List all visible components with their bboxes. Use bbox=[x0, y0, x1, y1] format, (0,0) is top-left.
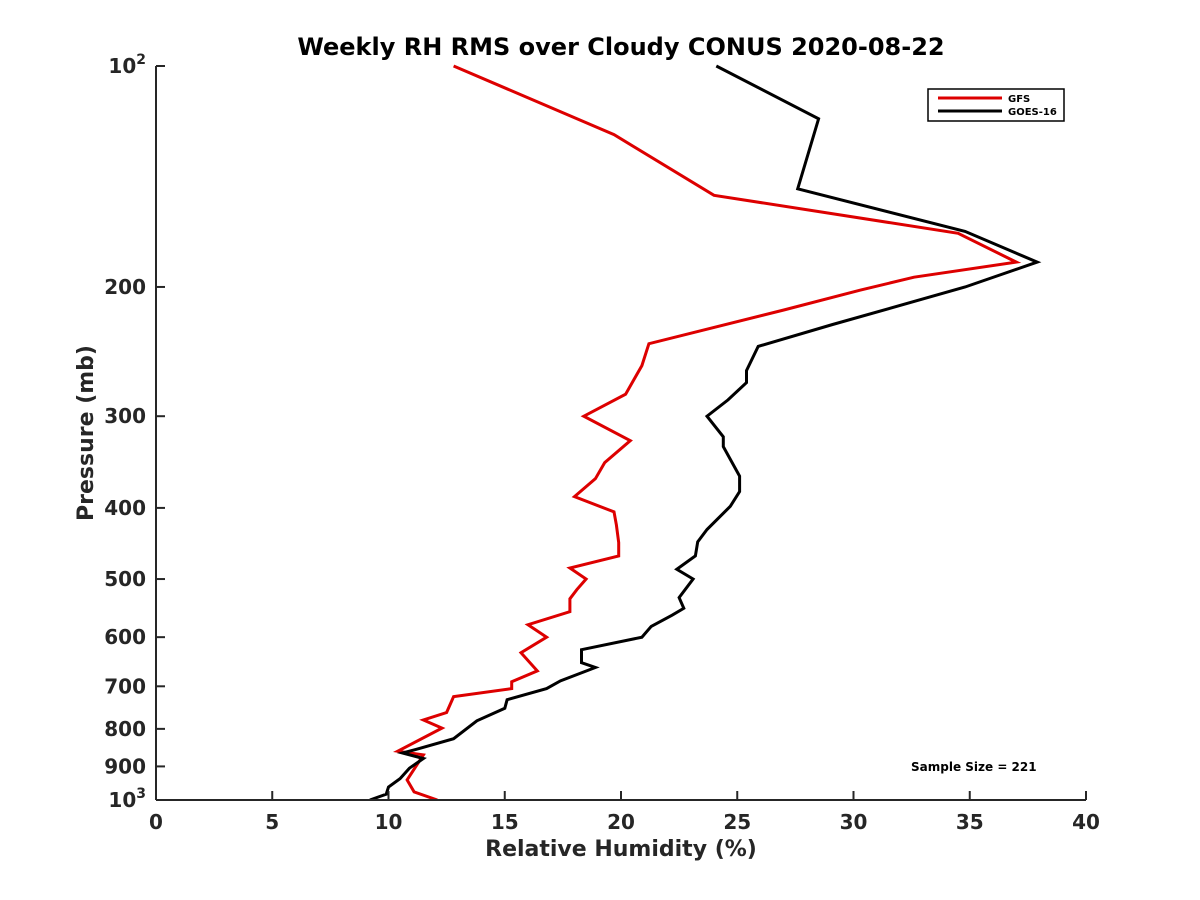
chart-title: Weekly RH RMS over Cloudy CONUS 2020-08-… bbox=[297, 33, 944, 61]
legend-box bbox=[927, 88, 1065, 122]
y-tick-label: 102 bbox=[108, 52, 146, 78]
series-group bbox=[369, 64, 1042, 801]
x-tick-label: 0 bbox=[149, 810, 163, 834]
x-axis-ticks: 0 5 10 15 20 25 30 35 40 bbox=[149, 791, 1100, 834]
y-tick-label: 600 bbox=[104, 625, 146, 649]
legend-label-goes16: GOES-16 bbox=[1008, 107, 1057, 118]
x-tick-label: 30 bbox=[840, 810, 868, 834]
x-tick-label: 25 bbox=[723, 810, 751, 834]
series-line-gfs bbox=[392, 64, 1022, 801]
y-tick-label: 700 bbox=[104, 674, 146, 698]
legend-label-gfs: GFS bbox=[1008, 94, 1030, 105]
y-tick-label: 400 bbox=[104, 496, 146, 520]
x-tick-label: 20 bbox=[607, 810, 635, 834]
x-tick-label: 15 bbox=[491, 810, 519, 834]
x-axis-label: Relative Humidity (%) bbox=[485, 837, 757, 862]
y-tick-label: 103 bbox=[108, 786, 146, 812]
x-tick-label: 35 bbox=[956, 810, 984, 834]
y-tick-label: 800 bbox=[104, 717, 146, 741]
y-tick-label: 900 bbox=[104, 754, 146, 778]
x-tick-label: 40 bbox=[1072, 810, 1100, 834]
x-tick-label: 10 bbox=[375, 810, 403, 834]
y-axis-ticks: 102 200 300 400 500 600 700 800 900 103 bbox=[104, 52, 165, 812]
y-tick-label: 200 bbox=[104, 275, 146, 299]
y-axis-label: Pressure (mb) bbox=[74, 345, 99, 521]
sample-size-annotation: Sample Size = 221 bbox=[911, 760, 1037, 774]
y-tick-label: 500 bbox=[104, 567, 146, 591]
y-tick-label: 300 bbox=[104, 404, 146, 428]
series-line-goes16 bbox=[369, 64, 1042, 801]
plot-area bbox=[369, 64, 1042, 801]
legend: GFS GOES-16 bbox=[927, 88, 1065, 122]
x-tick-label: 5 bbox=[265, 810, 279, 834]
